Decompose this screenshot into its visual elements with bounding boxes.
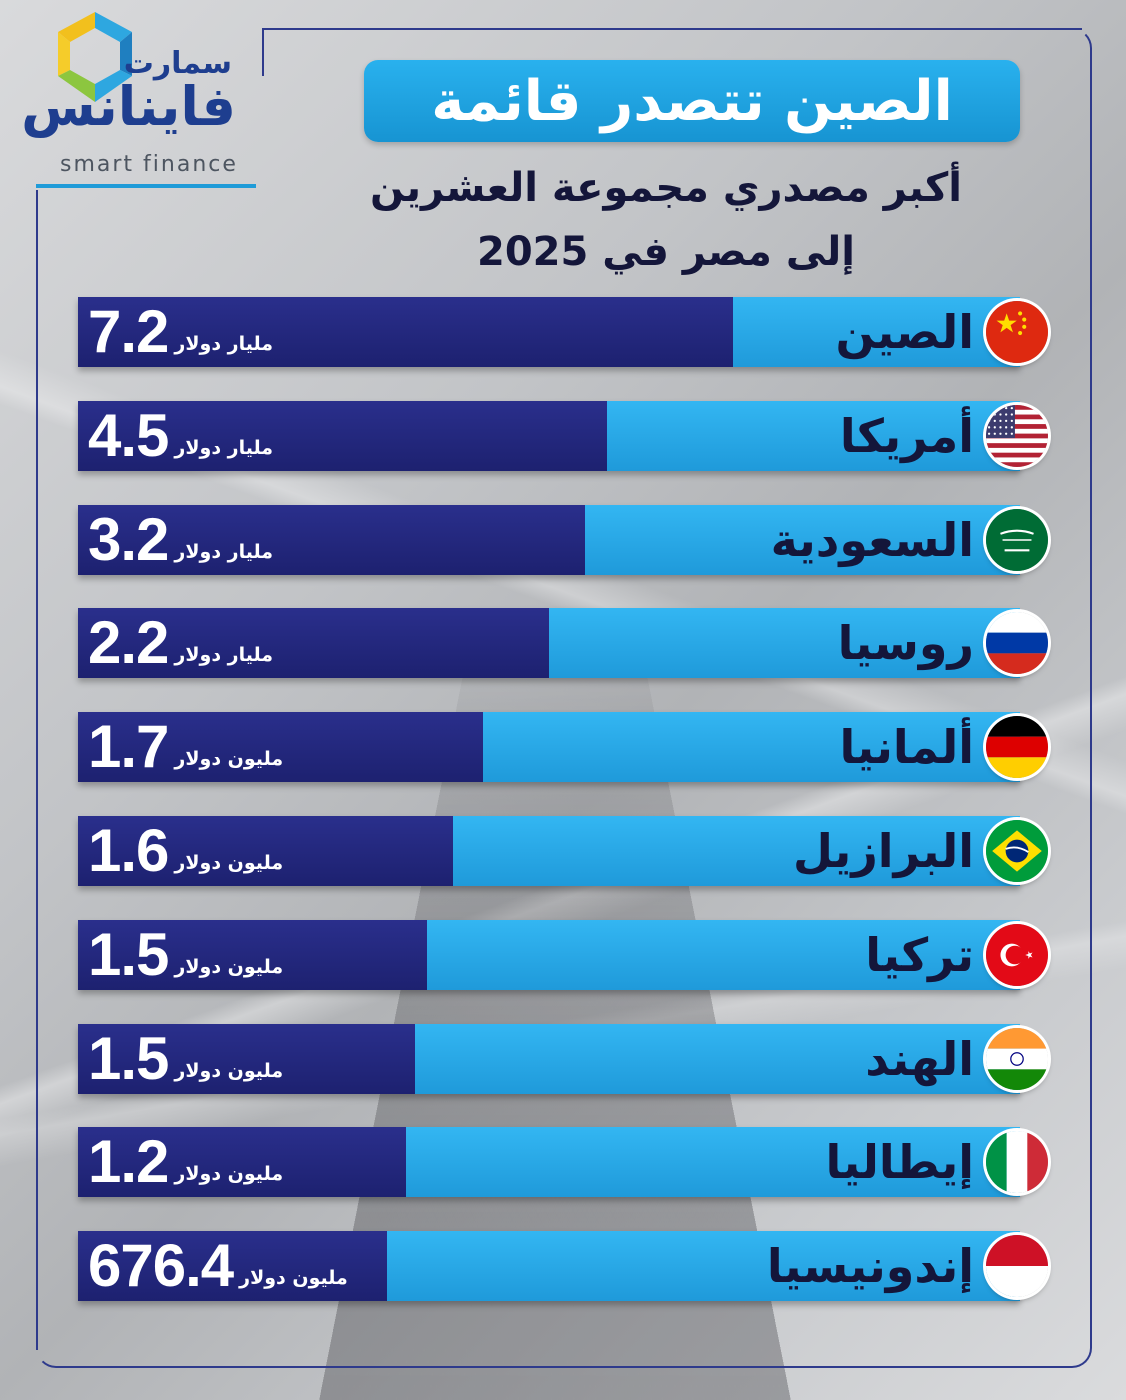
unit-label: مليار دولار	[174, 644, 273, 666]
bar-row: 1.5 مليون دولار تركيا	[78, 920, 1020, 990]
country-label: الصين	[835, 297, 974, 367]
flag-germany-icon	[986, 716, 1048, 778]
flag-india-icon	[986, 1028, 1048, 1090]
logo-arabic-main: فاينانس	[21, 80, 236, 134]
country-label: روسيا	[838, 608, 974, 678]
bar-row: 1.5 مليون دولار الهند	[78, 1024, 1020, 1094]
subtitle-line-2: إلى مصر في 2025	[316, 220, 1016, 284]
bar-row: 7.2 مليار دولار الصين	[78, 297, 1020, 367]
country-label: البرازيل	[793, 816, 974, 886]
flag-russia-icon	[986, 612, 1048, 674]
country-label: السعودية	[771, 505, 974, 575]
frame-logo-divider	[262, 28, 264, 76]
logo-underline	[36, 184, 256, 188]
frame-left-line	[36, 190, 38, 1350]
value-label: 1.7	[88, 708, 168, 786]
brand-logo: سمارت فاينانس smart finance	[50, 6, 260, 182]
flag-china-icon	[986, 301, 1048, 363]
flag-indonesia-icon	[986, 1235, 1048, 1297]
value-label: 7.2	[88, 293, 168, 371]
bar-row: 1.6 مليون دولار البرازيل	[78, 816, 1020, 886]
bar-row: 1.2 مليون دولار إيطاليا	[78, 1127, 1020, 1197]
bar-row: 2.2 مليار دولار روسيا	[78, 608, 1020, 678]
flag-brazil-icon	[986, 820, 1048, 882]
flag-saudi-icon	[986, 509, 1048, 571]
country-label: تركيا	[865, 920, 974, 990]
flag-italy-icon	[986, 1131, 1048, 1193]
value-label: 4.5	[88, 397, 168, 475]
value-label: 1.5	[88, 916, 168, 994]
country-label: ألمانيا	[840, 712, 974, 782]
unit-label: مليار دولار	[174, 333, 273, 355]
flag-usa-icon	[986, 405, 1048, 467]
flag-turkey-icon	[986, 924, 1048, 986]
country-label: إندونيسيا	[767, 1231, 974, 1301]
unit-label: مليون دولار	[174, 748, 283, 770]
title-banner: الصين تتصدر قائمة	[364, 60, 1020, 142]
unit-label: مليون دولار	[174, 1060, 283, 1082]
chart-subtitle: أكبر مصدري مجموعة العشرين إلى مصر في 202…	[316, 156, 1016, 284]
unit-label: مليون دولار	[239, 1267, 348, 1289]
unit-label: مليار دولار	[174, 541, 273, 563]
country-label: الهند	[865, 1024, 974, 1094]
bar-row: 4.5 مليار دولار أمريكا	[78, 401, 1020, 471]
value-label: 1.6	[88, 812, 168, 890]
country-label: أمريكا	[840, 401, 974, 471]
unit-label: مليار دولار	[174, 437, 273, 459]
subtitle-line-1: أكبر مصدري مجموعة العشرين	[316, 156, 1016, 220]
value-label: 1.2	[88, 1123, 168, 1201]
logo-english: smart finance	[60, 152, 238, 177]
bar-row: 1.7 مليون دولار ألمانيا	[78, 712, 1020, 782]
bar-value	[78, 297, 733, 367]
value-label: 1.5	[88, 1020, 168, 1098]
value-label: 2.2	[88, 604, 168, 682]
country-label: إيطاليا	[826, 1127, 974, 1197]
chart-title: الصين تتصدر قائمة	[431, 69, 953, 134]
unit-label: مليون دولار	[174, 852, 283, 874]
bar-row: 676.4 مليون دولار إندونيسيا	[78, 1231, 1020, 1301]
value-label: 3.2	[88, 501, 168, 579]
bar-row: 3.2 مليار دولار السعودية	[78, 505, 1020, 575]
value-label: 676.4	[88, 1227, 233, 1305]
unit-label: مليون دولار	[174, 956, 283, 978]
unit-label: مليون دولار	[174, 1163, 283, 1185]
